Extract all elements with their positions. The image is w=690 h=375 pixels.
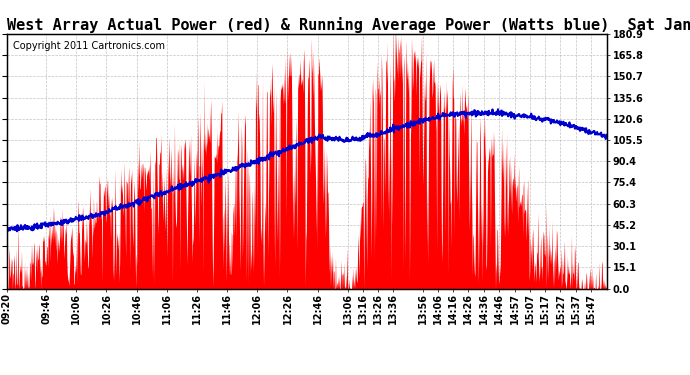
Text: West Array Actual Power (red) & Running Average Power (Watts blue)  Sat Jan 22  : West Array Actual Power (red) & Running … — [7, 16, 690, 33]
Text: Copyright 2011 Cartronics.com: Copyright 2011 Cartronics.com — [13, 41, 165, 51]
